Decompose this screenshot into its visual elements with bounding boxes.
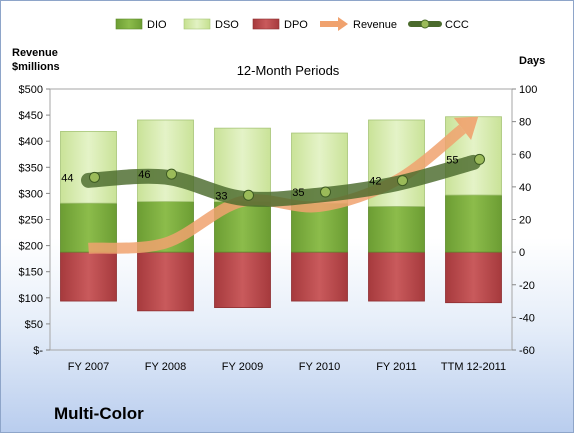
ccc-point	[474, 153, 485, 165]
ccc-layer: 44 46 33 35 42 55	[61, 153, 485, 207]
left-tick-label: $150	[19, 267, 43, 279]
legend-label: DIO	[147, 19, 167, 31]
right-axis-title: Days	[519, 55, 545, 67]
bar-dpo	[137, 251, 194, 312]
x-tick-label: TTM 12-2011	[441, 361, 506, 373]
left-axis-title-line1: Revenue	[12, 47, 58, 59]
left-tick-label: $500	[19, 84, 43, 96]
x-tick-label: FY 2007	[68, 361, 109, 373]
legend: DIO DSO DPO Revenue CCC	[115, 17, 469, 31]
right-tick-label: -20	[519, 280, 535, 292]
left-tick-label: $-	[33, 345, 43, 357]
left-tick-label: $400	[19, 136, 43, 148]
legend-item-dpo: DPO	[252, 18, 308, 31]
ccc-data-label: 42	[369, 176, 381, 188]
bar-dio	[445, 194, 502, 253]
bar-dpo	[214, 251, 271, 308]
right-tick-label: -60	[519, 345, 535, 357]
ccc-data-label: 33	[215, 190, 227, 202]
left-tick-label: $350	[19, 162, 43, 174]
left-tick-label: $100	[19, 293, 43, 305]
right-tick-label: 80	[519, 117, 531, 129]
ccc-point	[320, 186, 331, 198]
company-name: Multi-Color	[54, 404, 144, 423]
chart-title: 12-Month Periods	[237, 63, 340, 78]
right-tick-label: 40	[519, 182, 531, 194]
bar-dpo	[291, 251, 348, 302]
left-tick-label: $50	[25, 319, 43, 331]
legend-label: CCC	[445, 19, 469, 31]
x-tick-label: FY 2011	[376, 361, 417, 373]
legend-item-ccc: CCC	[408, 19, 469, 31]
right-tick-label: 60	[519, 149, 531, 161]
ccc-point	[243, 189, 254, 201]
bar-dso	[137, 119, 194, 202]
right-axis: -60 -40 -20 0 20 40 60 80 100	[512, 84, 537, 357]
left-axis-title-line2: $millions	[12, 61, 60, 73]
bar-dpo	[445, 251, 502, 304]
ccc-point	[166, 168, 177, 180]
right-tick-label: 0	[519, 247, 525, 259]
bar-dpo	[60, 251, 117, 302]
legend-item-revenue: Revenue	[320, 17, 397, 31]
legend-item-dso: DSO	[183, 18, 239, 31]
left-tick-label: $300	[19, 188, 43, 200]
x-axis: FY 2007 FY 2008 FY 2009 FY 2010 FY 2011 TTM 1…	[68, 361, 506, 373]
legend-label: DPO	[284, 19, 308, 31]
bar-dpo	[368, 251, 425, 302]
bar-dso	[60, 131, 117, 204]
ccc-point	[397, 175, 408, 187]
x-tick-label: FY 2010	[299, 361, 340, 373]
right-tick-label: 100	[519, 84, 537, 96]
plot-area	[49, 88, 513, 351]
right-tick-label: 20	[519, 215, 531, 227]
ccc-data-label: 35	[292, 187, 304, 199]
legend-item-dio: DIO	[115, 18, 167, 31]
legend-label: Revenue	[353, 19, 397, 31]
x-tick-label: FY 2008	[145, 361, 186, 373]
ccc-point	[89, 171, 100, 183]
right-tick-label: -40	[519, 312, 535, 324]
left-tick-label: $250	[19, 215, 43, 227]
left-axis: $- $50 $100 $150 $200 $250 $300 $350 $400 $450 $50…	[19, 84, 50, 357]
ccc-data-label: 44	[61, 172, 73, 184]
ccc-data-label: 46	[138, 169, 150, 181]
bar-dio	[368, 206, 425, 253]
left-tick-label: $200	[19, 241, 43, 253]
x-tick-label: FY 2009	[222, 361, 263, 373]
legend-label: DSO	[215, 19, 239, 31]
revenue-arrowhead	[453, 116, 479, 140]
left-tick-label: $450	[19, 110, 43, 122]
ccc-data-label: 55	[446, 154, 458, 166]
